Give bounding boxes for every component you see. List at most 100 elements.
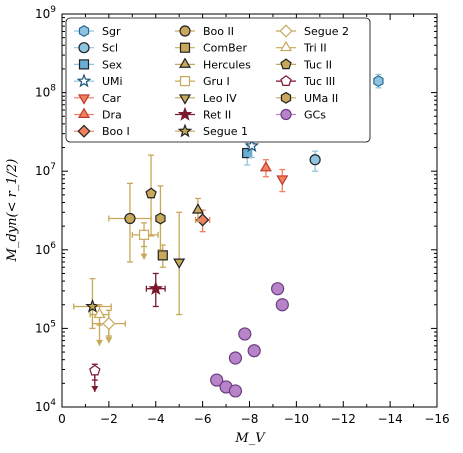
data-point	[148, 280, 164, 295]
data-point	[89, 364, 101, 376]
series-gru-i	[131, 222, 159, 260]
series-dra	[259, 159, 272, 178]
series-uma-ii	[155, 185, 166, 251]
data-point	[275, 298, 289, 312]
legend-label: Sgr	[102, 25, 121, 38]
legend-marker	[179, 25, 191, 37]
data-point	[138, 229, 150, 240]
legend-item: Tuc III	[276, 75, 335, 88]
x-tick-label: −16	[424, 412, 449, 426]
plot-area	[73, 73, 384, 398]
series-ret-ii	[145, 272, 166, 308]
legend-item: Sgr	[74, 25, 121, 38]
legend-item: Ret II	[175, 106, 231, 122]
legend-marker	[78, 25, 90, 37]
series-tuc-ii	[145, 154, 157, 237]
legend-item: UMa II	[276, 92, 338, 105]
legend-item: Gru I	[175, 75, 230, 88]
legend-marker	[280, 108, 292, 121]
upper-limit-arrowhead	[105, 337, 113, 344]
x-tick-label: −4	[147, 412, 165, 426]
legend-marker	[78, 42, 90, 54]
legend-item: Car	[74, 92, 121, 105]
upper-limit-arrowhead	[140, 253, 148, 260]
legend-item: Scl	[74, 42, 118, 55]
x-axis-label: M_V	[234, 431, 266, 446]
data-point	[238, 327, 252, 341]
legend-label: Tuc II	[303, 58, 332, 71]
data-point	[276, 175, 289, 186]
legend-item: Segue 2	[276, 24, 349, 38]
x-tick-label: −10	[284, 412, 309, 426]
legend-label: Dra	[102, 109, 122, 122]
data-point	[259, 160, 272, 172]
series-comber	[157, 244, 168, 268]
legend-marker	[77, 124, 91, 138]
legend-item: Sex	[74, 58, 123, 71]
series-gcs	[210, 282, 289, 398]
legend-marker	[177, 106, 193, 121]
legend-item: GCs	[276, 109, 326, 122]
y-axis-label: M_dyn(< r_1/2)	[5, 159, 20, 263]
y-tick-label: 105	[35, 319, 56, 335]
legend-item: Boo II	[175, 25, 234, 38]
y-tick-label: 109	[35, 5, 56, 21]
legend-label: Ret II	[203, 109, 231, 122]
legend-marker	[178, 94, 192, 105]
series-leo-iv	[173, 211, 186, 316]
data-point	[124, 212, 136, 225]
series-boo-i	[194, 209, 211, 233]
series-tri-ii	[89, 304, 110, 346]
x-tick-label: −8	[241, 412, 259, 426]
legend-label: Tri II	[303, 42, 327, 55]
legend-marker	[279, 24, 293, 38]
series-car	[276, 168, 289, 193]
y-tick-label: 104	[35, 398, 56, 414]
data-point	[210, 373, 224, 387]
data-point	[173, 258, 186, 269]
legend-marker	[77, 94, 91, 105]
legend-marker	[179, 42, 191, 53]
legend-marker	[280, 58, 292, 70]
legend-marker	[76, 73, 92, 88]
legend-label: Tuc III	[303, 75, 335, 88]
legend-label: UMa II	[304, 92, 338, 105]
x-tick-label: −14	[377, 412, 402, 426]
series-hercules	[191, 197, 204, 223]
legend-marker	[280, 91, 292, 104]
y-tick-label: 107	[35, 162, 56, 178]
upper-limit-arrowhead	[91, 386, 99, 393]
y-tick-label: 108	[35, 84, 56, 100]
data-point	[85, 298, 100, 313]
legend-label: GCs	[304, 109, 326, 122]
data-point	[228, 351, 243, 365]
data-point	[373, 75, 384, 88]
legend-label: Boo II	[203, 25, 234, 38]
axes: 0 −2 −4 −6 −8 −10 −12 −14 −16 104 105 106 107 108 109	[35, 5, 450, 426]
legend-marker	[279, 40, 293, 52]
data-point	[93, 307, 106, 319]
legend-item: Segue 1	[175, 123, 248, 138]
legend-marker	[178, 57, 192, 68]
x-tick-label: −12	[331, 412, 356, 426]
x-tick-label: −2	[100, 412, 118, 426]
legend-item: ComBer	[175, 42, 247, 55]
y-tick-label: 106	[35, 241, 56, 257]
legend-label: UMi	[102, 75, 123, 88]
data-point	[145, 187, 157, 199]
legend-marker	[77, 107, 91, 118]
data-point	[247, 344, 261, 358]
data-point	[244, 138, 260, 153]
legend-item: Leo IV	[175, 92, 237, 105]
data-point	[271, 282, 285, 296]
legend-item: Tuc II	[276, 58, 332, 71]
legend-label: Boo I	[102, 125, 130, 138]
legend-marker	[280, 75, 292, 86]
legend-label: Gru I	[203, 75, 230, 88]
data-point	[309, 154, 321, 166]
data-point	[155, 212, 166, 225]
series-scl	[309, 150, 321, 172]
legend-label: Scl	[102, 42, 118, 55]
legend-item: Hercules	[175, 57, 251, 71]
